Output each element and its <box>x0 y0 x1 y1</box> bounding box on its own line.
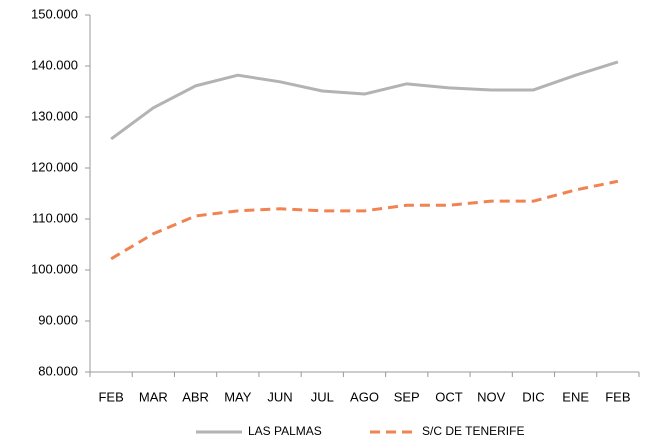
y-tick-label: 150.000 <box>31 6 78 21</box>
x-tick-label: AGO <box>350 389 379 404</box>
series-line <box>110 179 619 261</box>
y-tick-label: 90.000 <box>38 312 78 327</box>
legend-label: S/C DE TENERIFE <box>422 424 524 438</box>
y-tick-label: 110.000 <box>32 210 78 225</box>
y-tick-label: 140.000 <box>31 57 78 72</box>
x-tick-label: FEB <box>98 389 123 404</box>
x-tick-label: MAY <box>224 389 252 404</box>
x-tick-label: FEB <box>605 389 630 404</box>
x-tick-label: ENE <box>562 389 589 404</box>
x-tick-label: JUL <box>311 389 334 404</box>
x-tick-label: DIC <box>522 389 544 404</box>
y-tick-label: 80.000 <box>38 363 78 378</box>
legend-label: LAS PALMAS <box>248 424 322 438</box>
x-tick-label: OCT <box>435 389 463 404</box>
series-line <box>110 60 619 141</box>
x-tick-label: SEP <box>394 389 420 404</box>
x-tick-label: JUN <box>267 389 292 404</box>
y-tick-label: 120.000 <box>31 159 78 174</box>
x-tick-label: MAR <box>139 389 168 404</box>
x-tick-label: ABR <box>182 389 209 404</box>
y-tick-label: 100.000 <box>31 261 78 276</box>
y-tick-label: 130.000 <box>31 108 78 123</box>
x-tick-label: NOV <box>477 389 506 404</box>
